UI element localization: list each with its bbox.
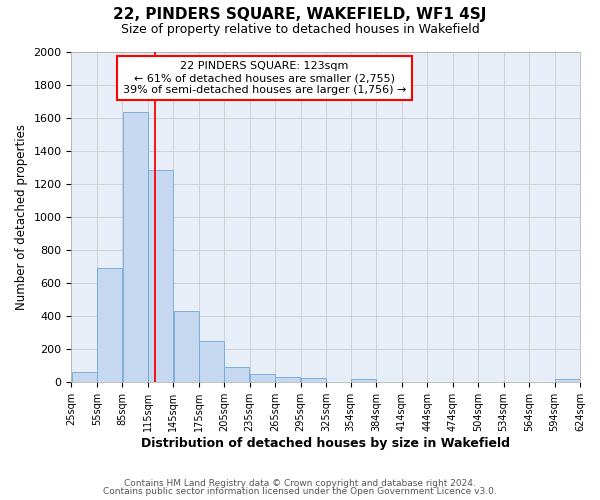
Y-axis label: Number of detached properties: Number of detached properties (15, 124, 28, 310)
Bar (301, 378, 326, 382)
Bar (199, 341, 224, 382)
Bar (224, 368, 250, 382)
Bar (250, 374, 275, 382)
Bar (555, 379, 580, 382)
Bar (148, 170, 173, 382)
Bar (71, 372, 97, 382)
Text: Contains public sector information licensed under the Open Government Licence v3: Contains public sector information licen… (103, 487, 497, 496)
Bar (173, 311, 199, 382)
Bar (351, 379, 376, 382)
Bar (97, 268, 122, 382)
Text: Size of property relative to detached houses in Wakefield: Size of property relative to detached ho… (121, 22, 479, 36)
X-axis label: Distribution of detached houses by size in Wakefield: Distribution of detached houses by size … (141, 437, 510, 450)
Text: 22, PINDERS SQUARE, WAKEFIELD, WF1 4SJ: 22, PINDERS SQUARE, WAKEFIELD, WF1 4SJ (113, 8, 487, 22)
Text: 22 PINDERS SQUARE: 123sqm
← 61% of detached houses are smaller (2,755)
39% of se: 22 PINDERS SQUARE: 123sqm ← 61% of detac… (123, 62, 406, 94)
Text: Contains HM Land Registry data © Crown copyright and database right 2024.: Contains HM Land Registry data © Crown c… (124, 478, 476, 488)
Bar (275, 378, 301, 382)
Bar (122, 112, 148, 382)
